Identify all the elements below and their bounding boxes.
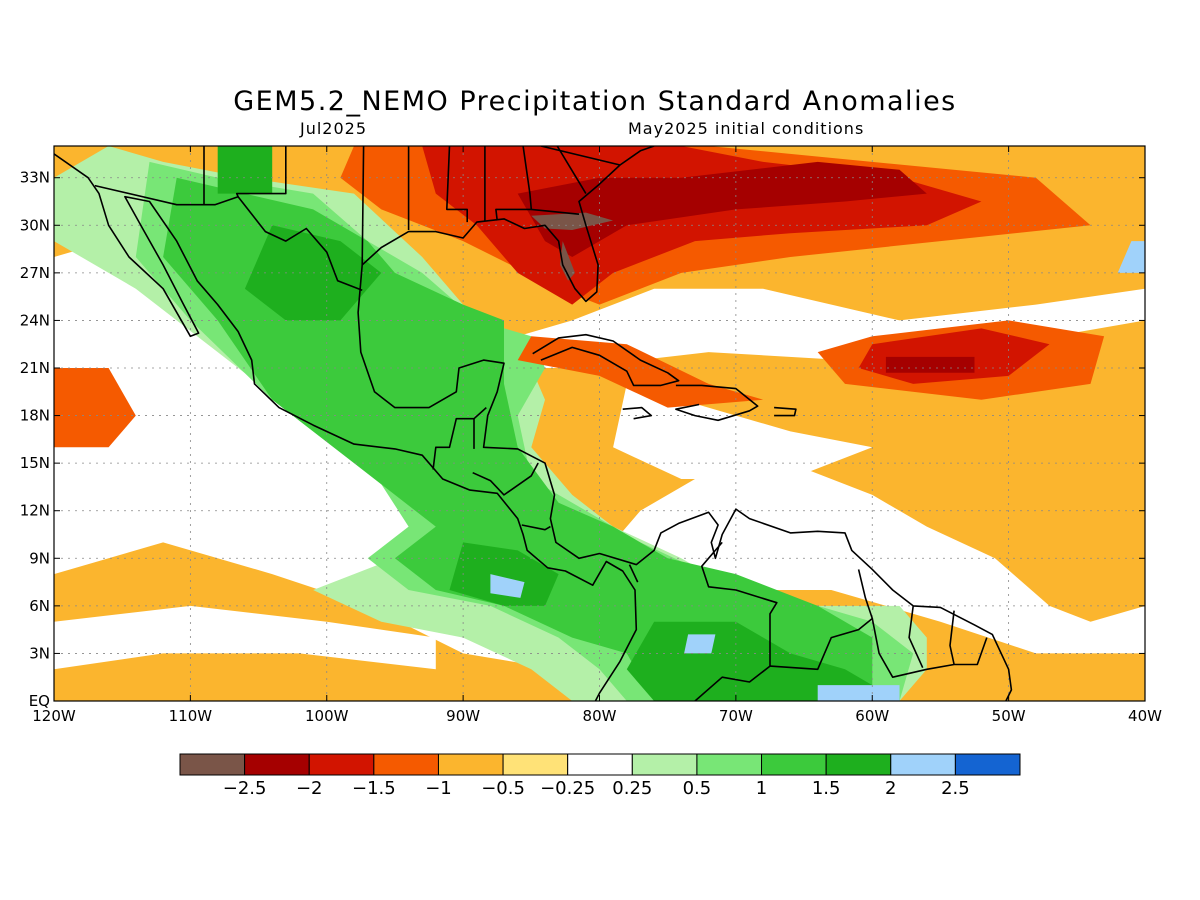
lon-tick-label: 80W [583,707,617,725]
coastline-us-state-sc [556,146,587,195]
colorbar-label: −0.25 [540,778,595,799]
anomaly-region-13 [684,634,716,654]
lat-tick-label: 30N [20,216,50,234]
colorbar-label: 0.25 [612,778,652,799]
anomaly-region-3 [54,605,436,670]
coastline-cuba [532,333,680,387]
coastline-gulf-north-coast [361,146,655,303]
anomaly-region-22 [517,161,927,257]
colorbar-swatch [373,753,439,776]
lon-tick-label: 40W [1128,707,1162,725]
lon-tick-label: 100W [305,707,349,725]
lon-tick-label: 110W [169,707,213,725]
anomaly-region-4 [613,383,873,479]
coastline-us-state-fl-ga [531,208,580,215]
coastline-hispaniola [675,384,759,422]
coastline-central-america-borders [432,407,487,470]
colorbar-swatch [631,753,698,776]
lat-tick-label: 24N [20,311,50,329]
lat-tick-label: 12N [20,502,50,520]
colorbar-label: 1.5 [812,778,841,799]
anomaly-region-11 [217,146,273,194]
colorbar-swatch [761,753,827,776]
coastlines-layer [54,146,1013,701]
coastline-south-america-interior [694,541,778,701]
colorbar-label: −2.5 [223,778,267,799]
anomaly-region-14 [817,685,900,701]
coastline-guianas-inner [908,605,924,669]
colorbar-label: −2 [296,778,323,799]
lon-tick-label: 60W [855,707,889,725]
lat-tick-label: 33N [20,169,50,187]
coastline-us-state-nc [540,146,621,166]
anomaly-region-12 [490,574,525,598]
colorbar-label: −1 [425,778,452,799]
lat-tick-label: 21N [20,359,50,377]
colorbar-swatch [308,753,375,776]
anomaly-shading-layer [54,146,1145,701]
coastline-suriname-fg [949,610,955,665]
anomaly-region-25 [560,241,575,281]
colorbar-swatch [825,753,892,776]
colorbar-label: 0.5 [683,778,712,799]
colorbar-swatch [567,753,633,776]
colorbar-swatch [179,753,246,776]
coastline-guyana-borders [871,618,988,679]
colorbar-label: −0.5 [481,778,525,799]
lon-tick-label: 70W [719,707,753,725]
anomaly-region-17 [517,336,764,408]
anomaly-region-15 [1117,241,1145,273]
lat-tick-label: 6N [29,597,50,615]
coastline-us-state-tx-nm [235,146,287,198]
coastline-gulf-caribbean-coast [357,146,1013,701]
lat-tick-label: 27N [20,264,50,282]
colorbar-label: −1.5 [352,778,396,799]
coastline-north-america-pacific [54,153,638,701]
lat-tick-label: 15N [20,454,50,472]
coastline-puerto-rico [774,406,797,417]
anomaly-region-1 [54,241,1145,670]
colorbar-swatch [502,753,569,776]
coastline-venezuela-brazil-border [769,569,874,671]
colorbar-swatch [696,753,763,776]
colorbar-label: 1 [756,778,767,799]
lat-tick-label: EQ [29,692,50,710]
lat-tick-label: 3N [29,644,50,662]
coastline-us-mexico-border [94,184,363,292]
colorbar-label: 2.5 [941,778,970,799]
coastline-jamaica [622,406,653,420]
map-title: GEM5.2_NEMO Precipitation Standard Anoma… [233,86,957,117]
coastline-nicaragua-cr [521,524,551,531]
anomaly-region-9 [449,542,559,606]
lon-tick-label: 50W [992,707,1026,725]
colorbar-swatch [437,753,504,776]
anomaly-region-23 [885,356,975,373]
colorbar-swatch [954,753,1021,776]
lon-tick-label: 120W [32,707,76,725]
coastline-honduras-borders [472,462,539,496]
coastline-panama-colombia [628,564,639,583]
colorbar-label: 2 [885,778,896,799]
lon-tick-label: 90W [446,707,480,725]
colorbar-swatch [890,753,956,776]
lat-tick-label: 18N [20,407,50,425]
colorbar-swatch [244,753,310,776]
lat-tick-label: 9N [29,549,50,567]
valid-month-label: Jul2025 [300,119,368,138]
initial-conditions-label: May2025 initial conditions [628,119,865,138]
colorbar: −2.5 −2 −1.5 −1 −0.5 −0.25 0.25 0.5 1 1.5 2 2.5 [179,753,1021,799]
anomaly-region-19 [54,368,136,448]
coastline-us-state-ms [445,146,469,223]
